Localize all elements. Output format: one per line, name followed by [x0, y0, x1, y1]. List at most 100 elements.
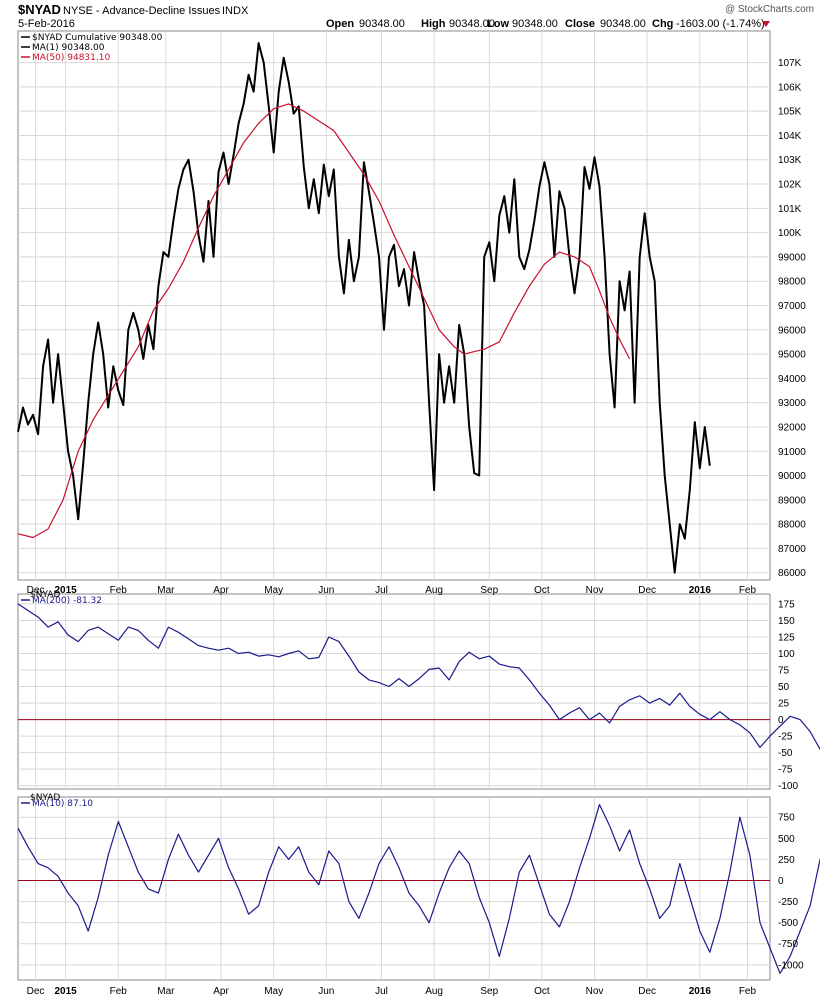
open-value: 90348.00: [359, 18, 405, 30]
y-tick-label: 101K: [778, 204, 802, 215]
main-grid: [18, 31, 770, 580]
ma10-series: [17, 803, 820, 974]
ma10-y-axis: -1000 -750 -500 -250 0 250 500 750: [778, 813, 804, 972]
x-tick-label: Dec: [638, 986, 656, 997]
x-tick-label: Aug: [425, 585, 443, 596]
y-tick-label: -500: [778, 918, 798, 929]
y-tick-label: 0: [778, 876, 784, 887]
y-tick-label: 175: [778, 599, 795, 610]
x-tick-label: Feb: [110, 986, 128, 997]
x-tick-label: Apr: [213, 986, 229, 997]
y-tick-label: 75: [778, 666, 790, 677]
legend-entry: MA(1) 90348.00: [32, 43, 105, 53]
high-label: High: [421, 18, 446, 30]
y-tick-label: 150: [778, 616, 795, 627]
main-series: [17, 42, 711, 574]
x-tick-label: May: [264, 986, 283, 997]
y-tick-label: 90000: [778, 471, 806, 482]
open-label: Open: [326, 18, 354, 30]
y-tick-label: 107K: [778, 58, 802, 69]
x-tick-label: Feb: [739, 585, 757, 596]
y-tick-label: 102K: [778, 180, 802, 191]
x-tick-label: Mar: [157, 986, 175, 997]
x-tick-label: 2016: [689, 986, 712, 997]
y-tick-label: 750: [778, 813, 795, 824]
x-tick-label: Feb: [110, 585, 128, 596]
y-tick-label: 97000: [778, 301, 806, 312]
ma200-y-axis: -100 -75 -50 -25 0 25 50 75 100 125 150 175: [778, 599, 798, 792]
y-tick-label: 105K: [778, 107, 802, 118]
y-tick-label: 89000: [778, 495, 806, 506]
chart-symbol: $NYAD: [18, 2, 61, 17]
ma200-series: [17, 603, 820, 751]
y-tick-label: 98000: [778, 277, 806, 288]
chg-value: -1603.00 (-1.74%): [676, 18, 765, 30]
x-tick-label: Sep: [480, 585, 498, 596]
x-tick-label: Oct: [534, 585, 550, 596]
series-line-nyad-cumulative: [17, 42, 711, 574]
y-tick-label: -75: [778, 765, 793, 776]
x-tick-label: Feb: [739, 986, 757, 997]
y-tick-label: 95000: [778, 350, 806, 361]
ma10-grid: [18, 797, 770, 980]
low-label: Low: [487, 18, 509, 30]
x-tick-label: Dec: [638, 585, 656, 596]
x-tick-label: Jun: [318, 585, 334, 596]
chart-instrument-name: NYSE - Advance-Decline Issues: [63, 5, 221, 17]
close-label: Close: [565, 18, 595, 30]
x-tick-label: Nov: [586, 986, 604, 997]
legend-entry: MA(200) -81.32: [32, 596, 102, 606]
y-tick-label: 50: [778, 682, 790, 693]
x-tick-label: Dec: [27, 986, 45, 997]
x-tick-label: Oct: [534, 986, 550, 997]
x-tick-label: Dec: [27, 585, 45, 596]
x-tick-label: Sep: [480, 986, 498, 997]
close-value: 90348.00: [600, 18, 646, 30]
y-tick-label: 103K: [778, 155, 802, 166]
y-tick-label: 104K: [778, 131, 802, 142]
main-x-axis: Dec 2015 Feb Mar Apr May Jun Jul Aug Sep Oct Nov Dec…: [27, 585, 757, 596]
y-tick-label: 93000: [778, 398, 806, 409]
x-tick-label: 2016: [689, 585, 712, 596]
x-tick-label: Apr: [213, 585, 229, 596]
x-tick-label: Aug: [425, 986, 443, 997]
chart-index-tag: INDX: [222, 5, 249, 17]
panel-symbol-label: $NYAD: [30, 590, 60, 600]
y-tick-label: 100: [778, 649, 795, 660]
y-tick-label: -100: [778, 781, 798, 792]
y-tick-label: 87000: [778, 544, 806, 555]
y-tick-label: -25: [778, 732, 793, 743]
y-tick-label: 100K: [778, 228, 802, 239]
y-tick-label: 125: [778, 632, 795, 643]
y-tick-label: -750: [778, 939, 798, 950]
ma200-panel-frame: [17, 593, 771, 790]
stockcharts-logo: @ StockCharts.com: [725, 4, 814, 15]
main-y-axis: 86000 87000 88000 89000 90000 91000 92000 93000…: [778, 58, 806, 579]
x-tick-label: Jul: [375, 986, 388, 997]
bottom-x-axis: Dec 2015 Feb Mar Apr May Jun Jul Aug Sep Oct Nov Dec…: [27, 986, 757, 997]
y-tick-label: 250: [778, 855, 795, 866]
high-value: 90348.00: [449, 18, 495, 30]
y-tick-label: 99000: [778, 252, 806, 263]
y-tick-label: -250: [778, 897, 798, 908]
legend-entry: MA(50) 94831.10: [32, 53, 110, 63]
x-tick-label: Jun: [318, 986, 334, 997]
ma10-panel-frame: [17, 796, 771, 981]
y-tick-label: -50: [778, 748, 793, 759]
y-tick-label: 500: [778, 834, 795, 845]
panel-symbol-label: $NYAD: [30, 793, 60, 803]
y-tick-label: 86000: [778, 568, 806, 579]
series-line-ma-10: [17, 803, 820, 974]
series-line-ma-50: [17, 103, 631, 539]
x-tick-label: 2015: [55, 585, 78, 596]
y-tick-label: 25: [778, 699, 790, 710]
legend-entry: $NYAD Cumulative 90348.00: [32, 33, 163, 43]
y-tick-label: 0: [778, 715, 784, 726]
x-tick-label: Jul: [375, 585, 388, 596]
series-line-ma-200: [17, 603, 820, 751]
low-value: 90348.00: [512, 18, 558, 30]
chart-date: 5-Feb-2016: [18, 18, 75, 30]
x-tick-label: Mar: [157, 585, 175, 596]
y-tick-label: 92000: [778, 422, 806, 433]
